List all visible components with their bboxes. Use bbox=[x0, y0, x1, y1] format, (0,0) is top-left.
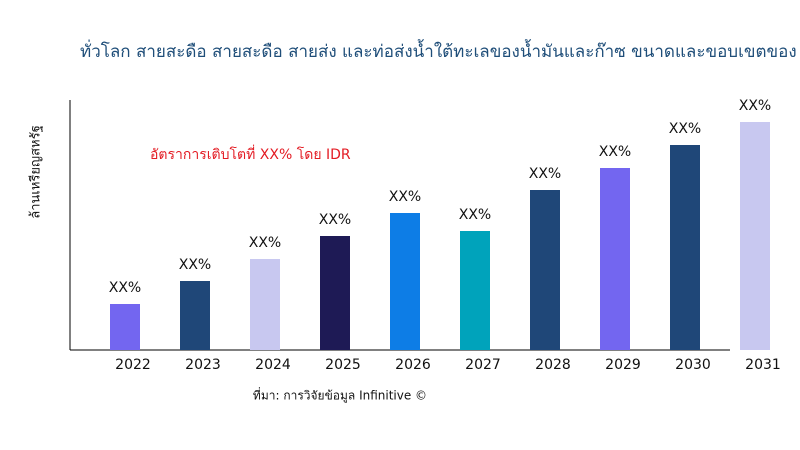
value-label: XX% bbox=[249, 235, 281, 251]
value-label: XX% bbox=[319, 212, 351, 228]
x-tick-label: 2029 bbox=[605, 357, 641, 373]
bar bbox=[600, 168, 630, 350]
value-label: XX% bbox=[109, 280, 141, 296]
chart-title: ทั่วโลก สายสะดือ สายสะดือ สายส่ง และท่อส… bbox=[80, 39, 797, 62]
bar bbox=[320, 236, 350, 350]
annotation: อัตราการเติบโตที่ XX% โดย IDR bbox=[150, 145, 351, 163]
bar bbox=[390, 213, 420, 350]
bar bbox=[670, 145, 700, 350]
x-tick-label: 2024 bbox=[255, 357, 291, 373]
bar bbox=[740, 122, 770, 350]
value-label: XX% bbox=[599, 144, 631, 160]
x-tick-label: 2028 bbox=[535, 357, 571, 373]
value-label: XX% bbox=[389, 189, 421, 205]
bar bbox=[180, 281, 210, 350]
x-tick-label: 2030 bbox=[675, 357, 711, 373]
x-tick-label: 2031 bbox=[745, 357, 781, 373]
y-axis-label: ล้านเหรียญสหรัฐ bbox=[28, 125, 44, 219]
x-tick-label: 2027 bbox=[465, 357, 501, 373]
bar bbox=[250, 259, 280, 350]
bar bbox=[530, 190, 560, 350]
bar bbox=[110, 304, 140, 350]
x-tick-label: 2022 bbox=[115, 357, 151, 373]
value-label: XX% bbox=[669, 121, 701, 137]
x-tick-label: 2025 bbox=[325, 357, 361, 373]
value-label: XX% bbox=[459, 207, 491, 223]
source: ที่มา: การวิจัยข้อมูล Infinitive © bbox=[253, 387, 427, 404]
bar bbox=[460, 231, 490, 350]
value-label: XX% bbox=[179, 257, 211, 273]
value-label: XX% bbox=[739, 98, 771, 114]
value-label: XX% bbox=[529, 166, 561, 182]
x-tick-label: 2023 bbox=[185, 357, 221, 373]
x-tick-label: 2026 bbox=[395, 357, 431, 373]
